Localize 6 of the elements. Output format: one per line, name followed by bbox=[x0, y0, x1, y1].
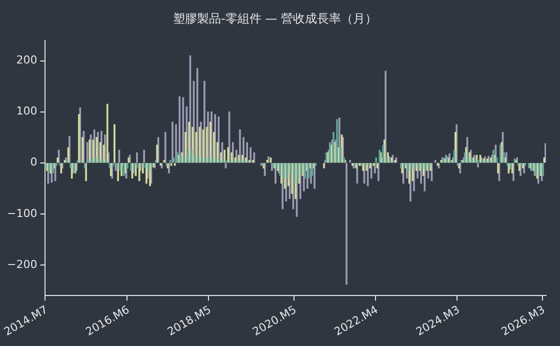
y-tick-label: 200 bbox=[16, 54, 38, 67]
y-tick-label: 100 bbox=[16, 104, 38, 118]
y-tick-label: −100 bbox=[6, 206, 38, 220]
y-tick-label: −200 bbox=[6, 258, 38, 271]
y-tick-label: 0 bbox=[30, 156, 38, 169]
chart-title: 塑膠製品-零組件 — 營收成長率（月） bbox=[173, 11, 377, 26]
